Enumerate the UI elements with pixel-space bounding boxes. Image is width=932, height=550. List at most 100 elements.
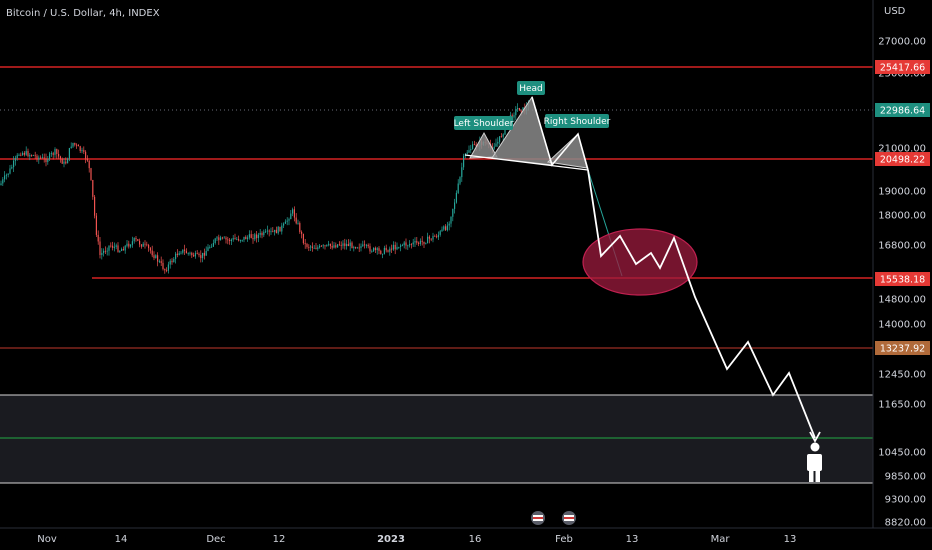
candle-body [254,234,256,240]
candle-body [277,226,279,234]
candle-body [333,245,335,248]
candle-body [452,208,454,217]
candle-body [59,156,61,159]
flag-icon[interactable] [531,511,545,525]
candle-body [56,149,58,154]
candle-body [178,253,180,255]
candle-body [416,241,418,243]
candle-body [36,155,38,160]
candle-body [144,243,146,245]
candle-body [250,234,252,238]
candle-body [356,247,358,249]
price-badge [875,60,930,74]
time-tick-label: 14 [115,534,128,545]
candle-body [284,221,286,224]
candle-body [122,249,124,251]
candle-body [437,234,439,238]
candle-body [288,219,290,221]
candle-body [468,150,470,153]
candle-body [157,255,159,262]
candle-body [128,243,130,247]
price-badge [875,272,930,286]
candle-body [461,167,463,178]
candle-body [182,249,184,253]
candle-body [418,242,420,244]
candle-body [97,234,99,242]
price-badge-label: 20498.22 [880,155,925,166]
candle-body [326,244,328,247]
candle-body [189,252,191,254]
candle-body [63,161,65,164]
candle-body [340,244,342,246]
candle-body [310,246,312,248]
candle-body [124,245,126,251]
candle-body [387,250,389,252]
candle-body [104,250,106,252]
candle-body [185,250,187,254]
candle-body [112,245,114,248]
candle-body [445,226,447,231]
candle-body [50,153,52,154]
candle-body [283,223,285,226]
candle-body [121,249,123,251]
svg-text:Right Shoulder: Right Shoulder [544,117,611,127]
candle-body [162,262,164,270]
candle-body [401,245,403,246]
candle-body [31,155,33,156]
candle-body [221,237,223,239]
candle-body [463,155,465,168]
candle-body [450,216,452,224]
candle-body [238,239,240,241]
candle-body [191,252,193,256]
candle-body [148,245,150,249]
candle-body [22,152,24,156]
candle-body [160,261,162,263]
candle-body [446,225,448,231]
time-tick-label: Feb [555,534,573,545]
candle-body [38,157,40,160]
candle-body [193,255,195,257]
candle-body [241,239,243,241]
price-tick-label: 14800.00 [878,295,926,306]
candle-body [513,115,515,118]
candle-body [475,144,477,147]
candle-body [365,244,367,246]
neckline [464,154,589,171]
candle-body [5,174,7,176]
candle-body [297,223,299,224]
candle-body [432,235,434,240]
candle-body [259,232,261,235]
candle-body [338,244,340,246]
candle-body [196,253,198,254]
candle-body [61,158,63,164]
candle-body [493,146,495,149]
candle-body [398,246,400,248]
candle-body [376,248,378,251]
candle-body [265,231,267,233]
candle-body [286,220,288,222]
candle-body [207,247,209,251]
candle-body [457,183,459,193]
candle-body [11,167,13,169]
candle-body [236,239,238,240]
candle-body [421,240,423,242]
candle-body [95,215,97,235]
candle-body [473,144,475,146]
candle-body [441,229,443,232]
candle-body [126,243,128,246]
candle-body [434,235,436,237]
candle-body [27,151,29,157]
support-zone [0,395,873,483]
price-tick-label: 18000.00 [878,211,926,222]
candle-body [41,157,43,159]
candle-body [328,243,330,245]
person-icon [807,442,822,482]
candle-body [184,249,186,251]
candle-body [392,244,394,250]
flag-icon[interactable] [562,511,576,525]
candle-body [353,247,355,249]
time-tick-label: Nov [37,534,57,545]
candle-body [515,109,517,116]
candle-body [459,177,461,184]
candle-body [430,238,432,240]
